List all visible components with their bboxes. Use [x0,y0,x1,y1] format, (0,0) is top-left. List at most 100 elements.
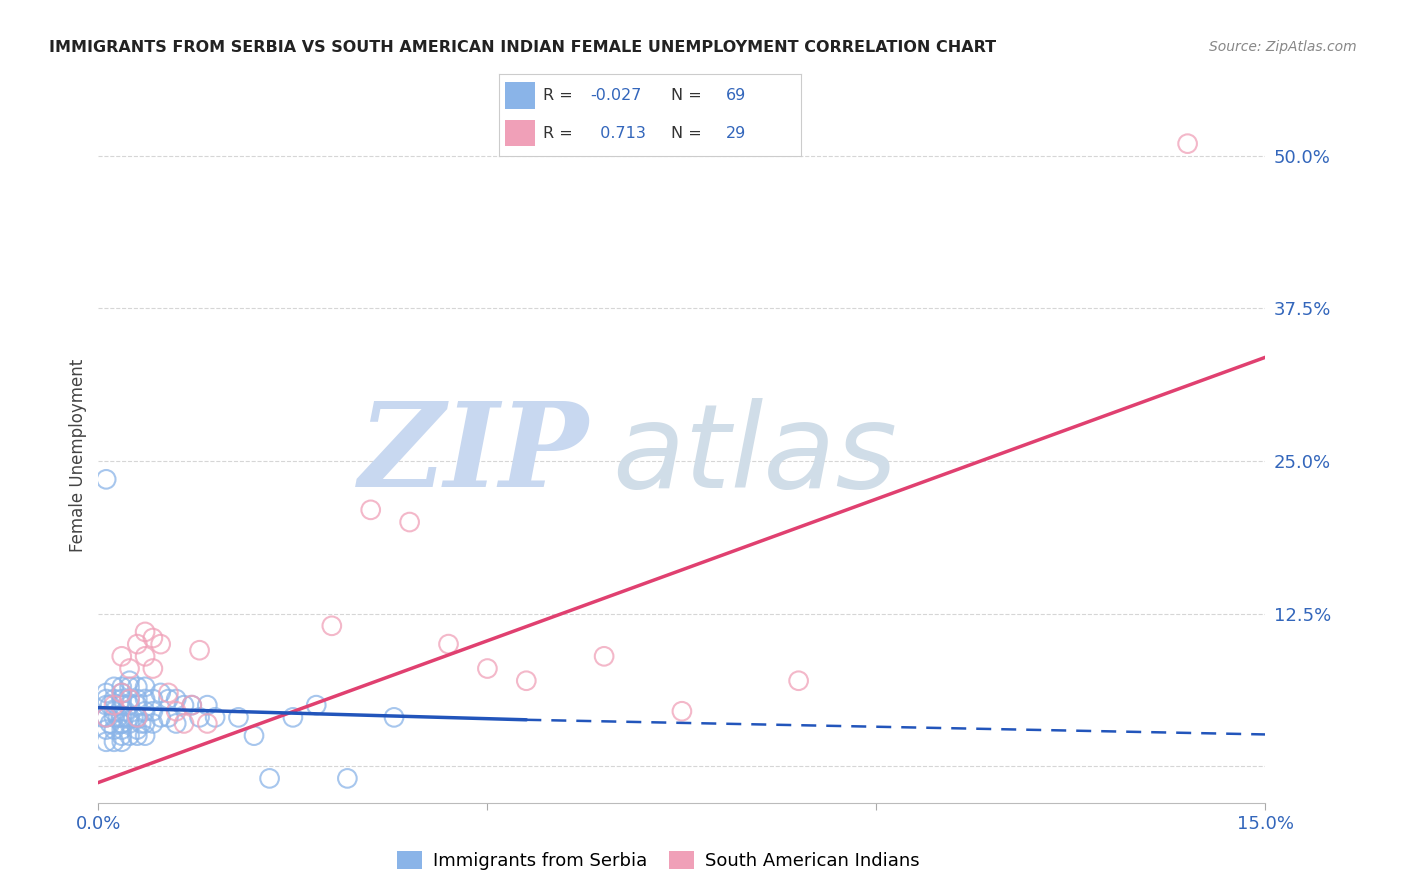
Point [111,729,134,743]
Text: N =: N = [672,126,707,141]
Point [142,692,165,706]
Point [149,710,172,724]
Point [204,710,226,724]
Point [96,710,118,724]
Point [142,631,165,645]
Point [103,704,125,718]
Point [111,686,134,700]
Point [103,723,125,737]
Point [118,710,141,724]
Point [103,692,125,706]
Point [127,710,149,724]
Point [671,704,693,718]
Point [188,710,211,724]
Point [111,649,134,664]
Point [111,710,134,724]
Point [111,698,134,713]
Point [98,716,121,731]
Y-axis label: Female Unemployment: Female Unemployment [69,359,87,551]
Point [91,710,114,724]
Point [111,680,134,694]
Point [165,704,187,718]
Point [134,680,156,694]
Point [336,772,359,786]
Point [142,716,165,731]
Point [111,716,134,731]
Text: IMMIGRANTS FROM SERBIA VS SOUTH AMERICAN INDIAN FEMALE UNEMPLOYMENT CORRELATION : IMMIGRANTS FROM SERBIA VS SOUTH AMERICAN… [49,40,997,55]
Point [243,729,266,743]
Point [122,710,145,724]
Point [173,698,195,713]
Point [165,716,187,731]
Text: N =: N = [672,88,707,103]
Point [1177,136,1199,151]
Point [96,723,118,737]
Point [134,649,156,664]
Point [96,735,118,749]
Point [118,661,141,675]
Point [142,704,165,718]
Point [593,649,616,664]
Point [437,637,460,651]
Point [103,735,125,749]
Text: 69: 69 [725,88,747,103]
Point [111,735,134,749]
Point [118,698,141,713]
Point [118,729,141,743]
Point [103,710,125,724]
Text: ZIP: ZIP [359,398,589,512]
Point [149,637,172,651]
Point [114,704,136,718]
Point [134,716,156,731]
Bar [505,120,536,146]
Point [281,710,304,724]
Point [118,716,141,731]
Point [96,698,118,713]
Point [111,686,134,700]
Point [398,515,420,529]
Point [321,619,343,633]
Text: atlas: atlas [612,398,897,512]
Point [107,710,129,724]
Point [118,692,141,706]
Point [129,716,152,731]
Point [188,643,211,657]
Point [98,698,121,713]
Point [134,624,156,639]
Text: 0.713: 0.713 [591,126,645,141]
Point [127,680,149,694]
Point [157,692,180,706]
Point [165,692,187,706]
Text: Source: ZipAtlas.com: Source: ZipAtlas.com [1209,40,1357,54]
Point [515,673,537,688]
Point [96,686,118,700]
Point [127,729,149,743]
Point [173,716,195,731]
Point [118,673,141,688]
Point [118,680,141,694]
Point [103,698,125,713]
Point [228,710,250,724]
Point [127,723,149,737]
Point [142,661,165,675]
Point [382,710,405,724]
Point [111,692,134,706]
Point [149,686,172,700]
Point [787,673,810,688]
Point [134,704,156,718]
Point [180,698,202,713]
Text: R =: R = [543,126,578,141]
Point [157,686,180,700]
Point [259,772,281,786]
Bar [505,82,536,109]
Point [127,710,149,724]
Point [134,692,156,706]
Point [195,698,218,713]
Point [477,661,499,675]
Point [134,729,156,743]
Legend: Immigrants from Serbia, South American Indians: Immigrants from Serbia, South American I… [389,844,927,877]
Point [111,723,134,737]
Point [127,698,149,713]
Point [127,692,149,706]
Point [157,710,180,724]
